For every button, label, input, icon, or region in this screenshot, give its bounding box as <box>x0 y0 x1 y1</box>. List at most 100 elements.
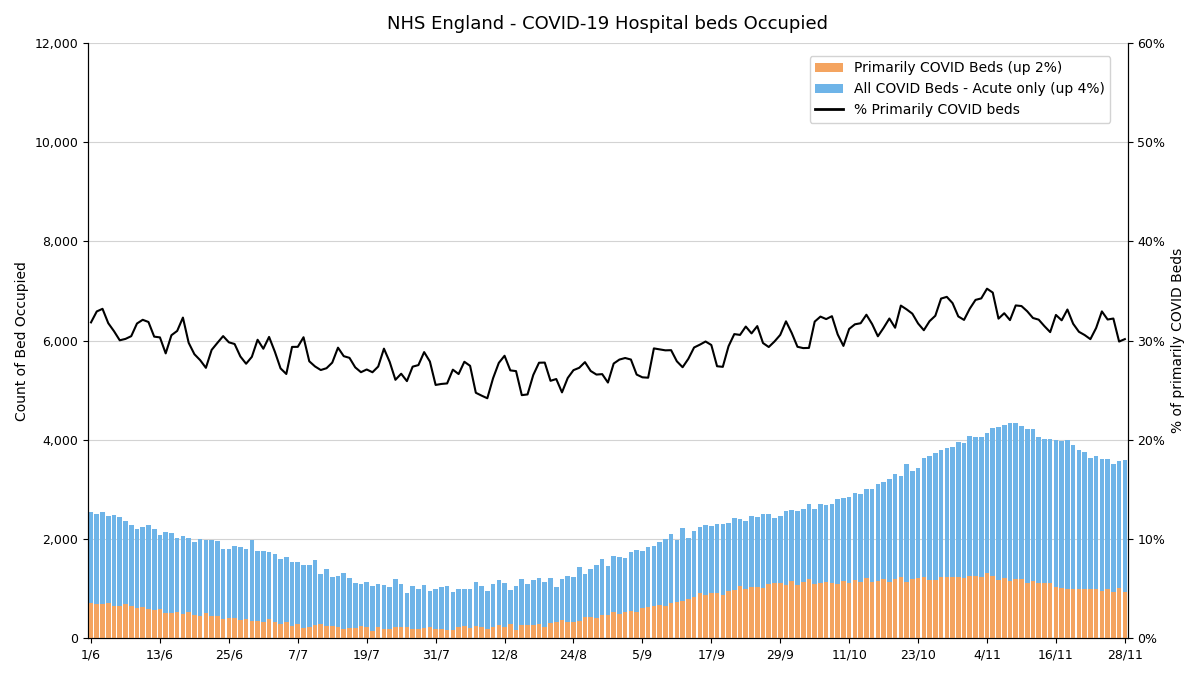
Bar <box>686 538 691 638</box>
Bar <box>790 581 794 638</box>
Bar <box>778 516 782 638</box>
Bar <box>365 627 370 638</box>
Bar <box>313 560 317 638</box>
Bar <box>944 577 949 638</box>
Bar <box>140 527 145 638</box>
Bar <box>456 627 461 638</box>
Bar <box>227 619 232 638</box>
Bar <box>359 626 364 638</box>
Bar <box>192 614 197 638</box>
Bar <box>1031 429 1036 638</box>
Bar <box>250 540 254 638</box>
Bar <box>272 554 277 638</box>
Bar <box>806 579 811 638</box>
Bar <box>934 453 937 638</box>
Bar <box>755 587 760 638</box>
Bar <box>272 622 277 638</box>
Bar <box>1122 592 1127 638</box>
Bar <box>961 443 966 638</box>
Bar <box>611 612 616 638</box>
Bar <box>169 613 174 638</box>
Bar <box>870 489 875 638</box>
Bar <box>1099 459 1104 638</box>
Bar <box>307 565 312 638</box>
Bar <box>967 577 972 638</box>
Bar <box>336 576 341 638</box>
Bar <box>664 606 667 638</box>
Bar <box>767 583 772 638</box>
Y-axis label: Count of Bed Occupied: Count of Bed Occupied <box>14 261 29 420</box>
Bar <box>796 585 799 638</box>
Bar <box>503 583 506 638</box>
Bar <box>530 580 535 638</box>
Bar <box>668 534 673 638</box>
Bar <box>313 625 317 638</box>
Bar <box>910 470 914 638</box>
Bar <box>209 616 214 638</box>
Bar <box>910 579 914 638</box>
Bar <box>89 512 94 638</box>
Bar <box>186 537 191 638</box>
Bar <box>979 577 984 638</box>
Bar <box>864 578 869 638</box>
Bar <box>1076 450 1081 638</box>
Bar <box>606 566 611 638</box>
Bar <box>445 585 450 638</box>
Bar <box>938 450 943 638</box>
Bar <box>416 629 421 638</box>
Bar <box>646 607 650 638</box>
Bar <box>899 476 904 638</box>
Bar <box>250 621 254 638</box>
Bar <box>841 581 846 638</box>
Bar <box>1042 439 1046 638</box>
Bar <box>600 559 605 638</box>
Bar <box>761 588 766 638</box>
Bar <box>784 511 788 638</box>
Bar <box>491 627 496 638</box>
Bar <box>324 569 329 638</box>
% Primarily COVID beds <box>84 318 98 327</box>
Bar <box>594 565 599 638</box>
Bar <box>847 497 852 638</box>
Bar <box>542 627 547 638</box>
Line: % Primarily COVID beds: % Primarily COVID beds <box>91 289 1124 398</box>
Bar <box>128 606 133 638</box>
Bar <box>1002 425 1007 638</box>
Bar <box>674 540 679 638</box>
Title: NHS England - COVID-19 Hospital beds Occupied: NHS England - COVID-19 Hospital beds Occ… <box>388 15 828 33</box>
Bar <box>233 618 236 638</box>
Bar <box>1054 441 1058 638</box>
Bar <box>330 577 335 638</box>
Bar <box>956 577 960 638</box>
% Primarily COVID beds <box>480 394 494 402</box>
Bar <box>497 580 502 638</box>
Bar <box>697 594 702 638</box>
Bar <box>726 523 731 638</box>
Bar <box>744 521 748 638</box>
Bar <box>181 536 185 638</box>
Bar <box>262 622 265 638</box>
Bar <box>427 591 432 638</box>
Bar <box>284 556 289 638</box>
Bar <box>899 577 904 638</box>
Bar <box>1014 579 1018 638</box>
Bar <box>503 627 506 638</box>
Bar <box>530 625 535 638</box>
Bar <box>278 558 283 638</box>
Bar <box>565 575 570 638</box>
Bar <box>233 546 236 638</box>
Bar <box>508 589 512 638</box>
Bar <box>680 528 685 638</box>
Bar <box>812 508 817 638</box>
Bar <box>295 562 300 638</box>
Bar <box>422 628 426 638</box>
Bar <box>388 587 392 638</box>
Bar <box>916 579 920 638</box>
Bar <box>761 514 766 638</box>
Bar <box>382 585 386 638</box>
Bar <box>744 589 748 638</box>
Bar <box>571 622 576 638</box>
Bar <box>1025 429 1030 638</box>
Y-axis label: % of primarily COVID Beds: % of primarily COVID Beds <box>1171 248 1186 433</box>
Bar <box>215 616 220 638</box>
